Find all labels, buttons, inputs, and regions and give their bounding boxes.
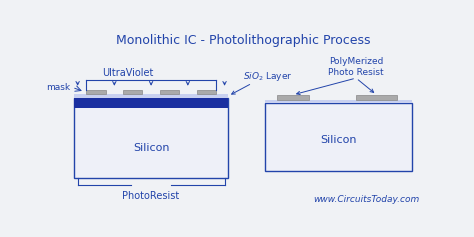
Text: www.CircuitsToday.com: www.CircuitsToday.com: [313, 195, 419, 204]
Bar: [123, 90, 142, 94]
Text: PhotoResist: PhotoResist: [122, 191, 180, 201]
Text: Monolithic IC - Photolithographic Process: Monolithic IC - Photolithographic Proces…: [116, 34, 370, 47]
Bar: [265, 100, 412, 103]
Bar: [74, 94, 228, 98]
Text: UltraViolet: UltraViolet: [102, 68, 154, 78]
Bar: [356, 96, 397, 100]
Text: mask: mask: [46, 83, 70, 92]
Bar: [160, 90, 179, 94]
Bar: [86, 90, 106, 94]
Bar: [277, 96, 309, 100]
Text: PolyMerized
Photo Resist: PolyMerized Photo Resist: [328, 57, 384, 77]
Bar: [74, 98, 228, 178]
Bar: [74, 98, 228, 108]
Bar: [197, 90, 216, 94]
Bar: [265, 103, 412, 171]
Text: $SiO_2$ Layer: $SiO_2$ Layer: [243, 70, 292, 83]
Text: Silicon: Silicon: [133, 143, 169, 153]
Text: Silicon: Silicon: [320, 135, 357, 145]
